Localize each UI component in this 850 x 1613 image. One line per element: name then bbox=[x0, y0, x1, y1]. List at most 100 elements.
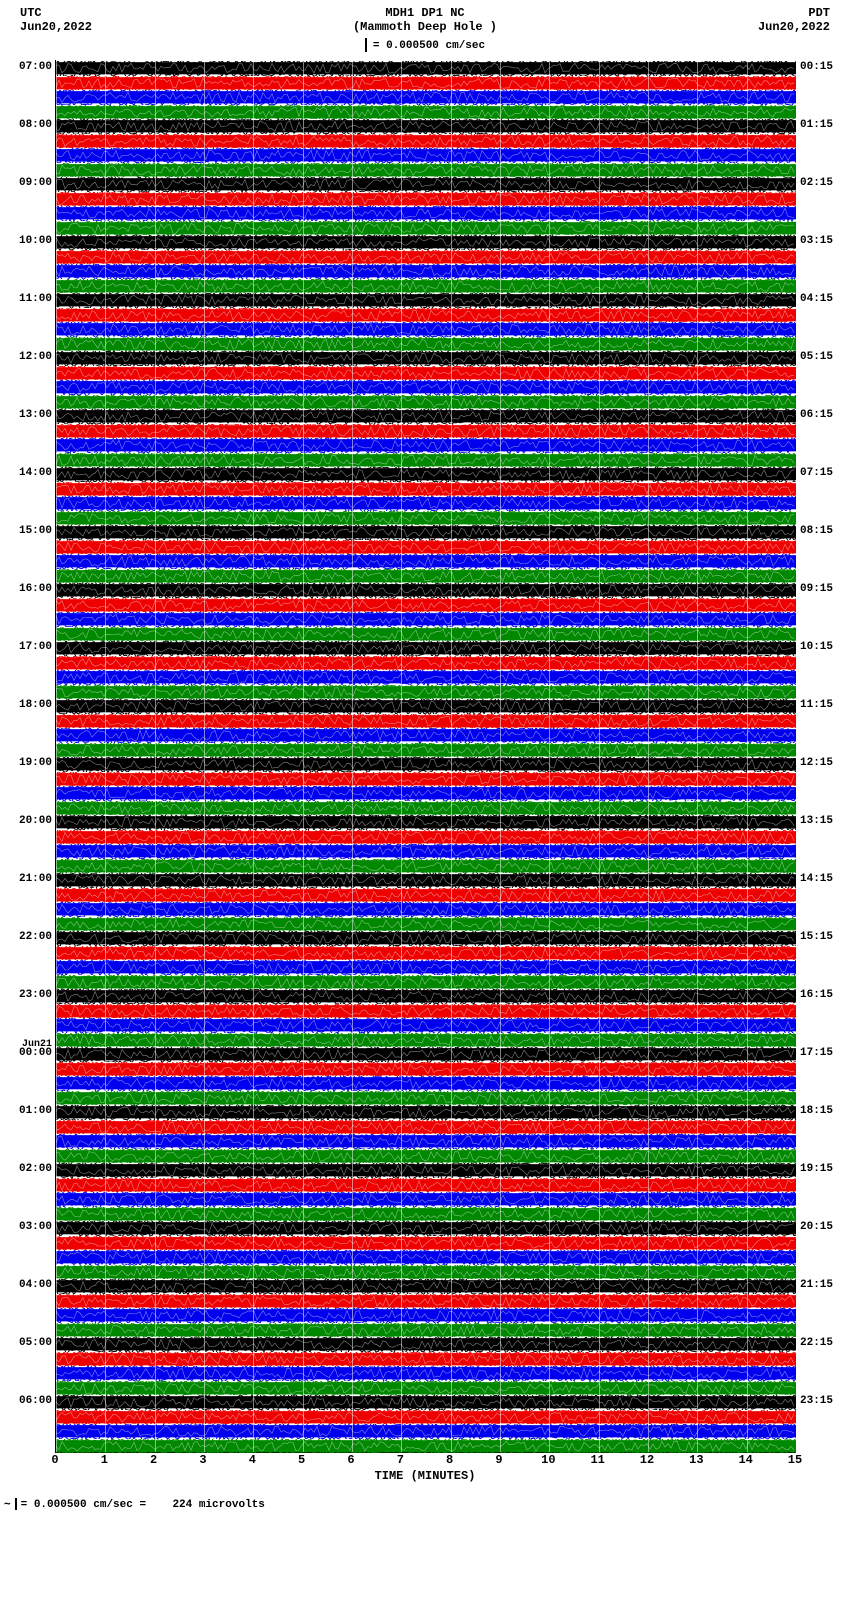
utc-time-label: 07:00 bbox=[2, 61, 52, 73]
trace-row bbox=[56, 220, 796, 235]
trace-row bbox=[56, 1322, 796, 1337]
gridline bbox=[796, 60, 797, 1452]
trace-row bbox=[56, 365, 796, 380]
gridline bbox=[549, 60, 550, 1452]
utc-time-label: 22:00 bbox=[2, 931, 52, 943]
trace-row bbox=[56, 452, 796, 467]
trace-row bbox=[56, 872, 796, 887]
x-tick-label: 4 bbox=[249, 1453, 256, 1467]
amplitude-scale: = 0.000500 cm/sec bbox=[20, 34, 830, 60]
trace-row bbox=[56, 843, 796, 858]
utc-time-label: 12:00 bbox=[2, 351, 52, 363]
pdt-time-label: 23:15 bbox=[800, 1395, 850, 1407]
utc-time-label: 16:00 bbox=[2, 583, 52, 595]
station-id: MDH1 DP1 NC bbox=[140, 6, 710, 20]
pdt-time-label: 19:15 bbox=[800, 1163, 850, 1175]
chart-header: UTC MDH1 DP1 NC PDT Jun20,2022 (Mammoth … bbox=[0, 0, 850, 60]
trace-row bbox=[56, 89, 796, 104]
pdt-time-label: 20:15 bbox=[800, 1221, 850, 1233]
trace-row bbox=[56, 1249, 796, 1264]
utc-time-label: 08:00 bbox=[2, 119, 52, 131]
trace-row bbox=[56, 669, 796, 684]
pdt-time-label: 22:15 bbox=[800, 1337, 850, 1349]
trace-row bbox=[56, 1090, 796, 1105]
x-tick-label: 15 bbox=[788, 1453, 802, 1467]
trace-row bbox=[56, 930, 796, 945]
pdt-time-label: 18:15 bbox=[800, 1105, 850, 1117]
footer-prefix: = 0.000500 cm/sec = bbox=[21, 1499, 146, 1511]
footer-tilde: ∼ bbox=[4, 1499, 11, 1511]
trace-row bbox=[56, 1148, 796, 1163]
pdt-time-label: 07:15 bbox=[800, 467, 850, 479]
tz-right-label: PDT bbox=[710, 6, 830, 20]
trace-row bbox=[56, 133, 796, 148]
utc-time-label: 23:00 bbox=[2, 989, 52, 1001]
utc-time-label: 17:00 bbox=[2, 641, 52, 653]
trace-row bbox=[56, 916, 796, 931]
trace-row bbox=[56, 974, 796, 989]
trace-row bbox=[56, 727, 796, 742]
trace-row bbox=[56, 611, 796, 626]
utc-time-label: 21:00 bbox=[2, 873, 52, 885]
trace-row bbox=[56, 1162, 796, 1177]
utc-time-label: 09:00 bbox=[2, 177, 52, 189]
trace-row bbox=[56, 495, 796, 510]
utc-time-label: 01:00 bbox=[2, 1105, 52, 1117]
pdt-time-label: 11:15 bbox=[800, 699, 850, 711]
gridline bbox=[352, 60, 353, 1452]
x-tick-label: 9 bbox=[495, 1453, 502, 1467]
x-tick-label: 7 bbox=[397, 1453, 404, 1467]
utc-time-label: 20:00 bbox=[2, 815, 52, 827]
x-tick-label: 8 bbox=[446, 1453, 453, 1467]
trace-row bbox=[56, 1017, 796, 1032]
trace-row bbox=[56, 1380, 796, 1395]
trace-row bbox=[56, 292, 796, 307]
gridline bbox=[747, 60, 748, 1452]
pdt-time-label: 21:15 bbox=[800, 1279, 850, 1291]
trace-row bbox=[56, 1438, 796, 1453]
trace-row bbox=[56, 1046, 796, 1061]
x-tick-label: 12 bbox=[640, 1453, 654, 1467]
trace-row bbox=[56, 336, 796, 351]
trace-row bbox=[56, 771, 796, 786]
utc-time-label: 14:00 bbox=[2, 467, 52, 479]
pdt-time-label: 14:15 bbox=[800, 873, 850, 885]
trace-row bbox=[56, 1394, 796, 1409]
trace-row bbox=[56, 1264, 796, 1279]
trace-row bbox=[56, 814, 796, 829]
trace-row bbox=[56, 379, 796, 394]
x-axis: TIME (MINUTES) 0123456789101112131415 bbox=[55, 1453, 795, 1487]
gridline bbox=[303, 60, 304, 1452]
utc-time-label: 04:00 bbox=[2, 1279, 52, 1291]
utc-time-label: 11:00 bbox=[2, 293, 52, 305]
trace-row bbox=[56, 1177, 796, 1192]
trace-row bbox=[56, 1307, 796, 1322]
trace-row bbox=[56, 698, 796, 713]
utc-time-label: 02:00 bbox=[2, 1163, 52, 1175]
utc-time-label: 19:00 bbox=[2, 757, 52, 769]
trace-row bbox=[56, 1061, 796, 1076]
gridline bbox=[204, 60, 205, 1452]
pdt-time-label: 17:15 bbox=[800, 1047, 850, 1059]
utc-time-label: 10:00 bbox=[2, 235, 52, 247]
trace-row bbox=[56, 945, 796, 960]
gridline bbox=[253, 60, 254, 1452]
pdt-time-label: 06:15 bbox=[800, 409, 850, 421]
utc-time-label: 05:00 bbox=[2, 1337, 52, 1349]
trace-row bbox=[56, 234, 796, 249]
trace-row bbox=[56, 75, 796, 90]
date-right-label: Jun20,2022 bbox=[710, 20, 830, 34]
footer-suffix: 224 microvolts bbox=[172, 1499, 264, 1511]
pdt-time-label: 04:15 bbox=[800, 293, 850, 305]
pdt-time-label: 15:15 bbox=[800, 931, 850, 943]
trace-row bbox=[56, 713, 796, 728]
trace-row bbox=[56, 249, 796, 264]
pdt-time-label: 16:15 bbox=[800, 989, 850, 1001]
gridline bbox=[105, 60, 106, 1452]
pdt-time-label: 03:15 bbox=[800, 235, 850, 247]
gridline bbox=[155, 60, 156, 1452]
x-tick-label: 2 bbox=[150, 1453, 157, 1467]
trace-row bbox=[56, 423, 796, 438]
trace-row bbox=[56, 1423, 796, 1438]
trace-row bbox=[56, 524, 796, 539]
